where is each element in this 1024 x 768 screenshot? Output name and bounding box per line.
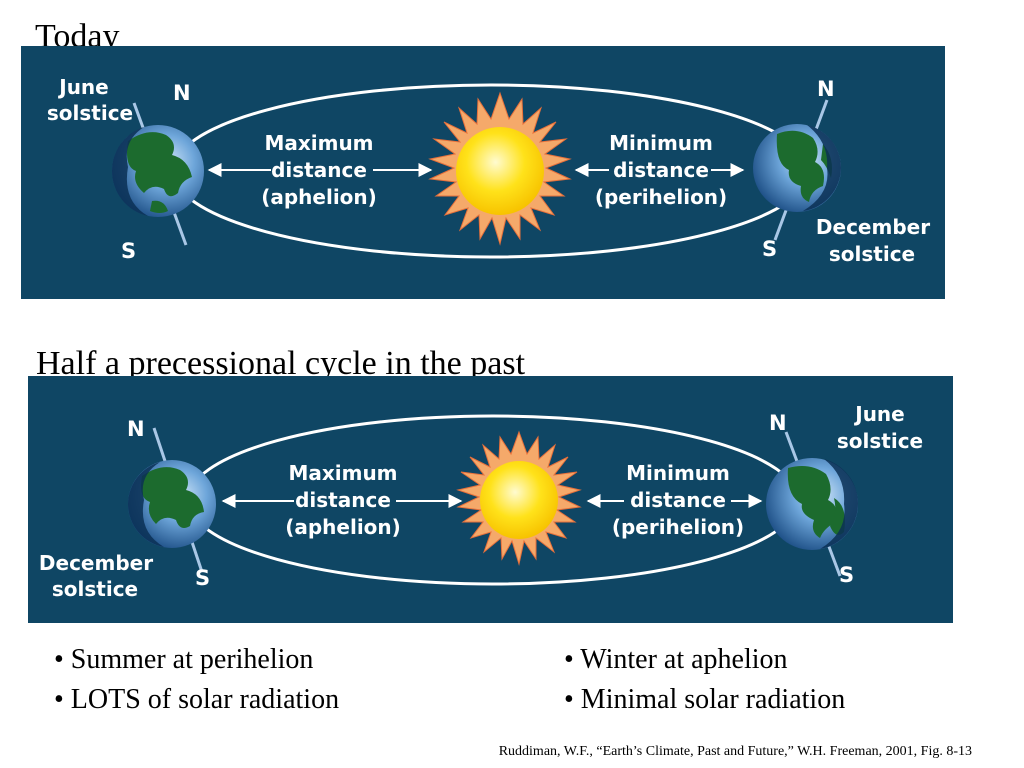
max-distance-label-line3: (aphelion) [285,515,401,539]
bullet-list-left: • Summer at perihelion • LOTS of solar r… [54,640,339,720]
sun-icon [456,430,582,566]
min-distance-label-line1: Minimum [626,461,730,485]
north-label-left: N [173,81,191,105]
south-label-right: S [839,563,854,587]
min-distance-label-line1: Minimum [609,131,713,155]
bullet-list-right: • Winter at aphelion • Minimal solar rad… [564,640,845,720]
bullet-minimal-solar-radiation: • Minimal solar radiation [564,684,846,715]
december-solstice-label-line2: solstice [52,577,138,601]
bullet-lots-of-solar-radiation: • LOTS of solar radiation [54,684,340,715]
earth-globe-icon-december-solstice [753,99,842,241]
south-label-left: S [195,566,210,590]
north-label-right: N [817,77,835,101]
south-label-right: S [762,237,777,261]
max-distance-label-line1: Maximum [288,461,397,485]
earth-globe-icon-june-solstice [111,102,204,246]
bullet-winter-at-aphelion: • Winter at aphelion [564,644,788,675]
max-distance-label-line1: Maximum [264,131,373,155]
june-solstice-label-line2: solstice [837,429,923,453]
june-solstice-label-line1: June [853,402,904,426]
december-solstice-label-line1: December [39,551,153,575]
bullet-summer-at-perihelion: • Summer at perihelion [54,644,314,675]
earth-globe-icon-december-solstice [128,427,216,573]
north-label-right: N [769,411,787,435]
min-distance-label-line3: (perihelion) [595,185,727,209]
december-solstice-label-line2: solstice [829,242,915,266]
max-distance-label-line3: (aphelion) [261,185,377,209]
december-solstice-label-line1: December [816,215,930,239]
min-distance-label-line2: distance [630,488,726,512]
june-solstice-label-line2: solstice [47,101,133,125]
min-distance-label-line3: (perihelion) [612,515,744,539]
orbit-diagram-today: N S June solstice N S December solstice … [21,46,945,299]
earth-globe-icon-june-solstice [766,431,859,577]
min-distance-label-line2: distance [613,158,709,182]
sun-icon [428,91,572,246]
south-label-left: S [121,239,136,263]
citation: Ruddiman, W.F., “Earth’s Climate, Past a… [498,744,972,759]
orbit-diagram-past: N S December solstice N S June solstice … [28,376,953,623]
title-past: Half a precessional cycle in the past [36,345,526,382]
max-distance-label-line2: distance [271,158,367,182]
max-distance-label-line2: distance [295,488,391,512]
north-label-left: N [127,417,145,441]
june-solstice-label-line1: June [57,75,108,99]
